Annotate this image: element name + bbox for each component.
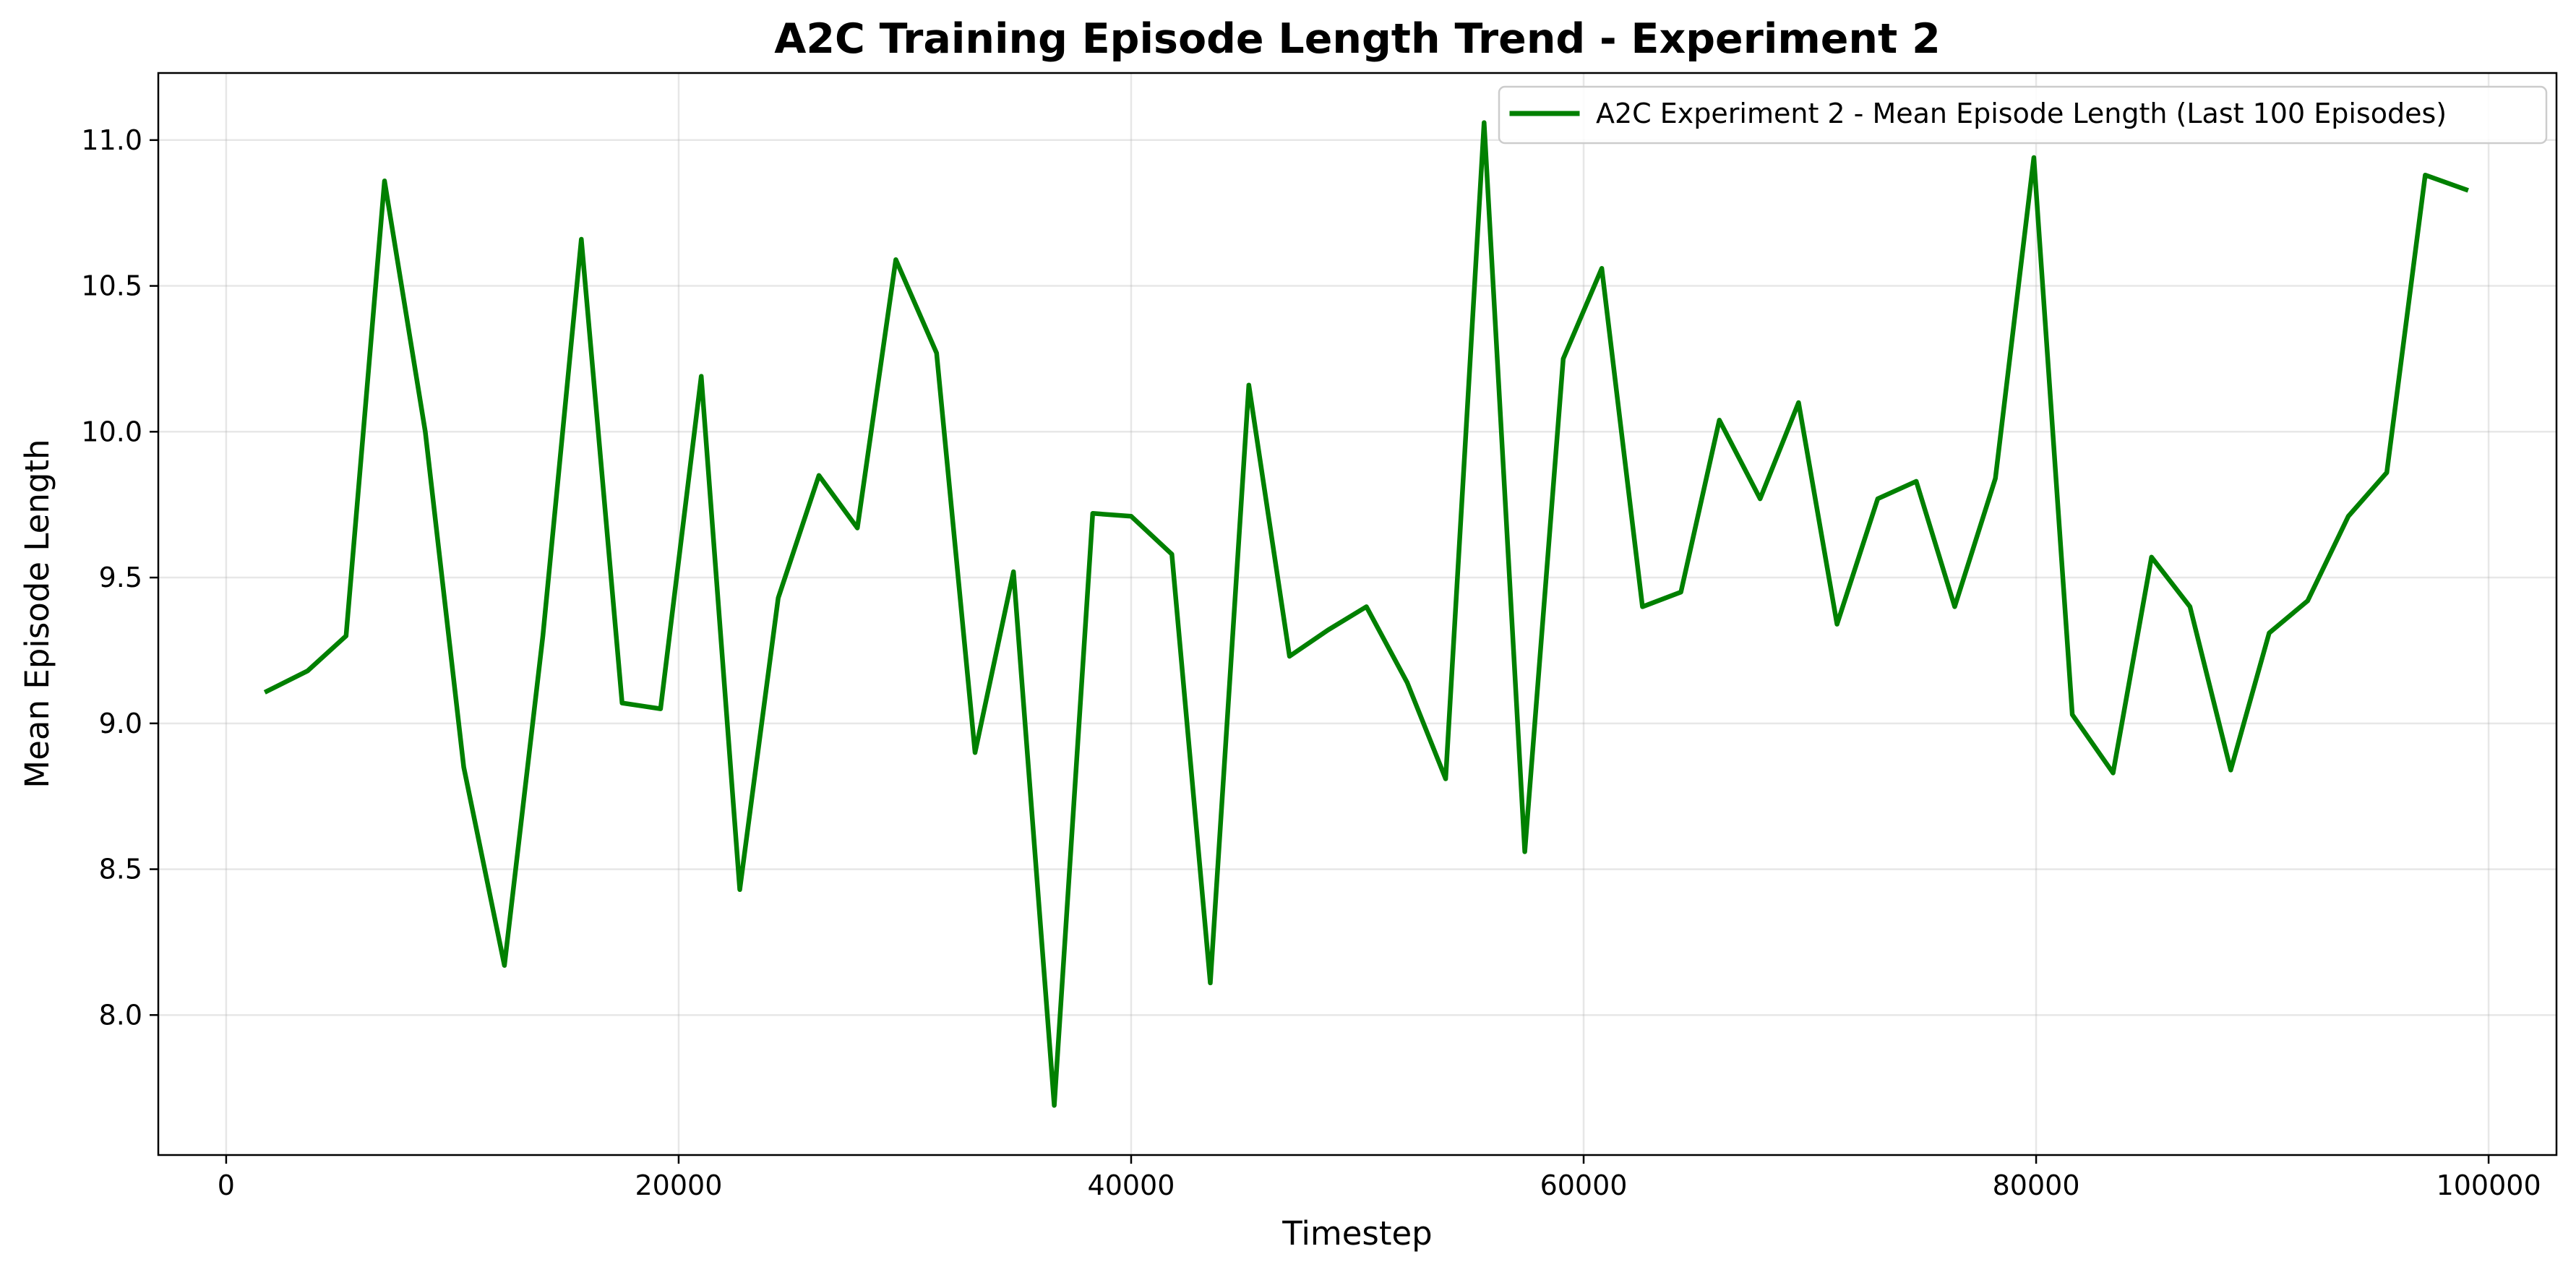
y-tick-label: 8.5 — [99, 854, 142, 885]
x-tick-label: 60000 — [1540, 1169, 1628, 1201]
y-axis-label: Mean Episode Length — [18, 439, 56, 788]
x-tick-label: 80000 — [1993, 1169, 2080, 1201]
x-tick-label: 0 — [218, 1169, 235, 1201]
axes-frame — [157, 72, 2558, 1156]
y-tick-label: 9.0 — [99, 708, 142, 739]
legend-label: A2C Experiment 2 - Mean Episode Length (… — [1596, 98, 2447, 129]
y-tick-label: 9.5 — [99, 562, 142, 593]
series-line-0 — [263, 120, 2469, 1108]
x-axis-label: Timestep — [1281, 1214, 1432, 1253]
x-tick-label: 40000 — [1088, 1169, 1175, 1201]
series-layer — [263, 120, 2469, 1108]
x-tick-label: 20000 — [635, 1169, 722, 1201]
grid — [158, 73, 2556, 1155]
y-tick-label: 10.5 — [81, 270, 142, 302]
legend: A2C Experiment 2 - Mean Episode Length (… — [1498, 85, 2548, 145]
x-tick-label: 100000 — [2437, 1169, 2541, 1201]
legend-box — [1498, 85, 2548, 145]
chart-title: A2C Training Episode Length Trend - Expe… — [774, 15, 1941, 63]
y-tick-label: 10.0 — [81, 416, 142, 447]
y-tick-label: 11.0 — [81, 124, 142, 156]
y-tick-label: 8.0 — [99, 999, 142, 1031]
ticks: 0 20000 40000 60000 80000 100000 8.0 8.5 9.0 9.5 1… — [81, 124, 2541, 1201]
